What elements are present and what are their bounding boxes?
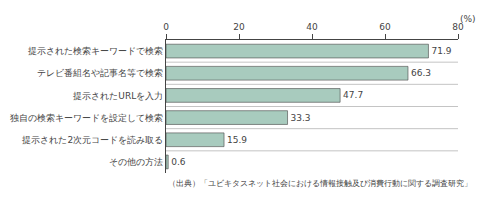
svg-text:提示されたURLを入力: 提示されたURLを入力: [73, 91, 163, 101]
svg-text:80: 80: [452, 22, 464, 32]
svg-text:その他の方法: その他の方法: [109, 157, 163, 167]
svg-text:0: 0: [163, 22, 169, 32]
svg-text:71.9: 71.9: [431, 46, 451, 56]
svg-text:0.6: 0.6: [171, 157, 186, 167]
svg-text:(%): (%): [460, 14, 476, 24]
svg-text:提示された検索キーワードで検索: 提示された検索キーワードで検索: [28, 46, 163, 56]
svg-text:47.7: 47.7: [343, 90, 363, 100]
svg-text:独自の検索キーワードを設定して検索: 独自の検索キーワードを設定して検索: [10, 113, 163, 123]
svg-text:テレビ番組名や記事名等で検索: テレビ番組名や記事名等で検索: [37, 68, 163, 78]
svg-text:（出典）「ユビキタスネット社会における情報接触及び消費行動に: （出典）「ユビキタスネット社会における情報接触及び消費行動に関する調査研究」: [168, 179, 472, 188]
svg-text:33.3: 33.3: [291, 113, 311, 123]
svg-text:66.3: 66.3: [411, 68, 431, 78]
svg-text:提示された2次元コードを読み取る: 提示された2次元コードを読み取る: [22, 135, 163, 145]
svg-text:40: 40: [306, 22, 318, 32]
svg-text:20: 20: [233, 22, 245, 32]
svg-text:15.9: 15.9: [227, 135, 247, 145]
svg-text:60: 60: [379, 22, 391, 32]
